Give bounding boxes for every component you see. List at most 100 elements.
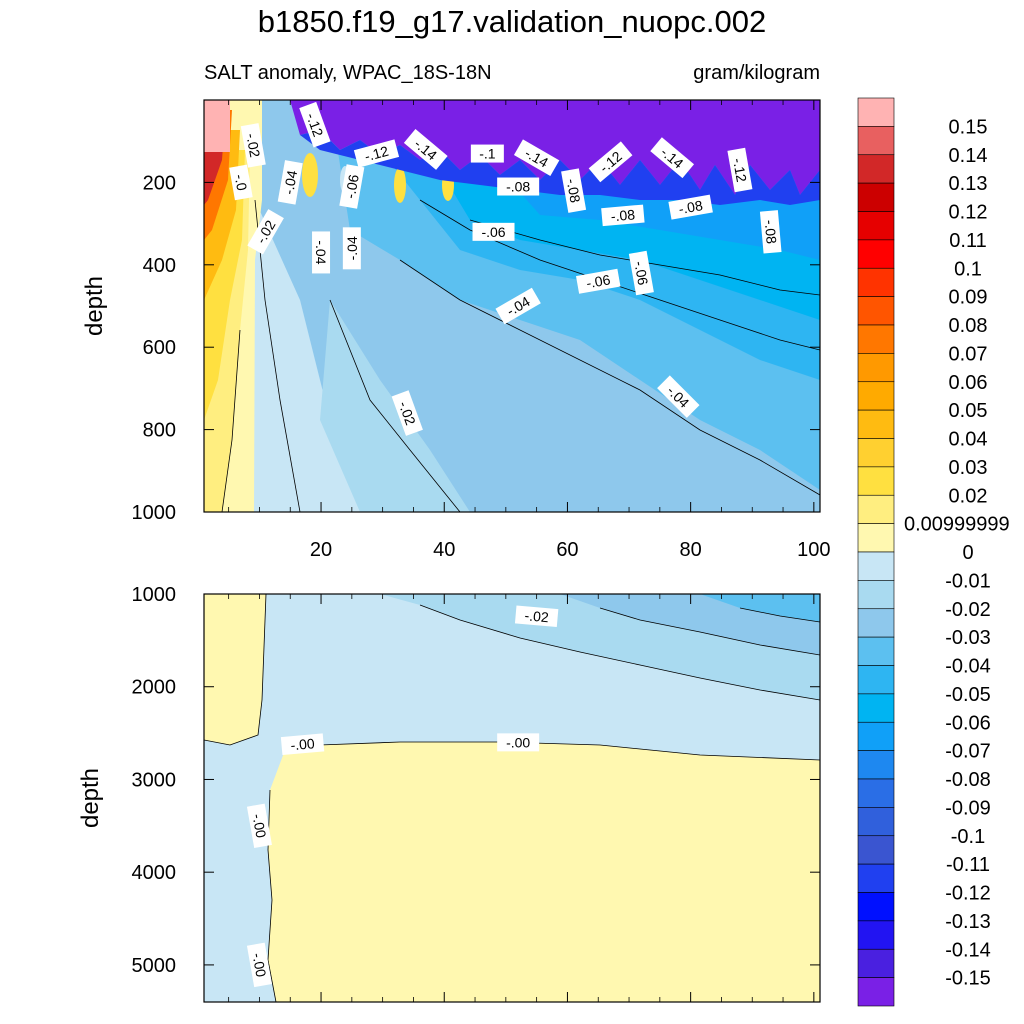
y-tick-label: 5000 <box>132 955 177 977</box>
colorbar-swatch <box>857 353 895 383</box>
colorbar-swatch <box>857 977 895 1007</box>
y-tick-label: 3000 <box>132 769 177 791</box>
contour-label-text: -.08 <box>564 177 584 204</box>
contour-label-text: -.12 <box>363 143 391 165</box>
colorbar-label: -0.08 <box>945 769 991 791</box>
colorbar-swatch <box>857 324 895 354</box>
contour-label: -.02 <box>391 390 423 436</box>
colorbar-swatch <box>857 863 895 893</box>
contour-label: -.12 <box>353 139 400 168</box>
y-tick-label: 600 <box>143 337 176 359</box>
contour-label-text: -.00 <box>249 813 269 840</box>
colorbar-swatch <box>857 409 895 439</box>
lower-panel-fills <box>204 594 820 1002</box>
colorbar-swatch <box>857 182 895 212</box>
y-tick-label: 800 <box>143 420 176 442</box>
contour-label-text: -.04 <box>280 169 300 196</box>
contour-label-text: -.06 <box>342 173 362 200</box>
colorbar-label: 0.08 <box>949 315 988 337</box>
contour-label-text: -.08 <box>762 219 780 245</box>
colorbar-swatch <box>857 551 895 581</box>
colorbar-swatch <box>857 807 895 837</box>
contour-label: -.08 <box>759 210 782 254</box>
contour-label-text: -.00 <box>290 735 316 753</box>
colorbar-label: 0.11 <box>949 230 986 252</box>
contour-label-text: -.00 <box>506 734 530 750</box>
contour-label-text: -.04 <box>344 236 360 260</box>
colorbar-label: 0.12 <box>949 202 988 224</box>
contour-label-text: -.06 <box>481 224 505 240</box>
contour-label: -.14 <box>403 129 448 170</box>
colorbar-swatch <box>857 580 895 610</box>
colorbar-swatch <box>857 835 895 865</box>
contour-label: -.0 <box>229 164 253 201</box>
colorbar-label: 0.14 <box>949 145 988 167</box>
colorbar-label: -0.05 <box>945 684 991 706</box>
x-tick-label: 100 <box>797 539 830 561</box>
page-title: b1850.f19_g17.validation_nuopc.002 <box>257 4 767 39</box>
colorbar-swatch <box>857 693 895 723</box>
contour-label: -.08 <box>668 194 713 220</box>
contour-label-text: -.12 <box>303 111 326 139</box>
contour-label: -.08 <box>601 204 645 227</box>
contour-label: -.12 <box>588 141 633 183</box>
contour-label-text: -.06 <box>631 260 651 287</box>
y-tick-label: 4000 <box>132 862 177 884</box>
colorbar-label: -0.15 <box>945 968 991 990</box>
lower-ylabel: depth <box>77 768 104 828</box>
contour-label-text: -.08 <box>610 206 636 224</box>
colorbar-label: 0.13 <box>949 173 988 195</box>
colorbar-label: -0.09 <box>945 797 991 819</box>
colorbar-label: -0.04 <box>945 656 991 678</box>
x-tick-label: 40 <box>433 539 455 561</box>
contour-label-text: -.06 <box>585 271 612 291</box>
contour-label-text: -.02 <box>243 132 263 159</box>
colorbar-label: 0.03 <box>949 457 988 479</box>
contour-label-text: -.02 <box>396 399 419 427</box>
colorbar-swatch <box>857 211 895 241</box>
contour-labels: -.12-.12 -.14 -.1 -.14 -.12 -.14 -.12-.02-.0 -.… <box>229 101 782 988</box>
units-label: gram/kilogram <box>693 62 820 84</box>
colorbar-swatch <box>857 438 895 468</box>
y-tick-label: 1000 <box>132 502 177 524</box>
contour-label-text: -.02 <box>524 607 550 625</box>
colorbar-swatch <box>857 97 895 127</box>
contour-label: -.06 <box>339 164 365 209</box>
colorbar-swatch <box>857 721 895 751</box>
colorbar-label: -0.06 <box>945 712 991 734</box>
colorbar: 0.15 0.14 0.13 0.12 0.11 0.1 0.09 0.08 0.07 0.06 0… <box>857 97 1010 1007</box>
colorbar-label: -0.02 <box>945 599 991 621</box>
plot-subtitle: SALT anomaly, WPAC_18S-18N <box>204 62 492 84</box>
colorbar-swatch <box>857 494 895 524</box>
colorbar-swatch <box>857 523 895 553</box>
contour-label: -.00 <box>246 942 272 988</box>
colorbar-swatch <box>857 750 895 780</box>
colorbar-label: 0.04 <box>949 429 988 451</box>
colorbar-swatch <box>857 778 895 808</box>
colorbar-swatch <box>857 381 895 411</box>
colorbar-label: 0.00999999 <box>904 514 1010 536</box>
colorbar-swatch <box>857 267 895 297</box>
contour-label: -.06 <box>628 250 654 296</box>
upper-plot-frame <box>203 99 821 513</box>
contour-label: -.08 <box>561 168 587 213</box>
colorbar-label: 0.1 <box>954 258 982 280</box>
contour-label: -.1 <box>470 144 504 163</box>
colorbar-label: 0.05 <box>949 400 988 422</box>
x-tick-label: 80 <box>680 539 702 561</box>
colorbar-label: -0.03 <box>945 627 991 649</box>
colorbar-swatch <box>857 665 895 695</box>
colorbar-label: -0.11 <box>946 854 990 876</box>
contour-label: -.02 <box>240 123 266 168</box>
contour-label: -.06 <box>575 268 621 294</box>
x-tick-label: 60 <box>556 539 578 561</box>
lower-plot-frame <box>203 593 821 1003</box>
colorbar-label: -0.12 <box>945 883 991 905</box>
contour-label: -.06 <box>472 222 515 241</box>
contour-label-text: -.08 <box>677 197 704 217</box>
colorbar-label: 0.07 <box>949 343 988 365</box>
y-tick-label: 200 <box>143 172 176 194</box>
colorbar-swatch <box>857 892 895 922</box>
x-tick-label: 20 <box>310 539 332 561</box>
colorbar-label: -0.07 <box>945 741 991 763</box>
